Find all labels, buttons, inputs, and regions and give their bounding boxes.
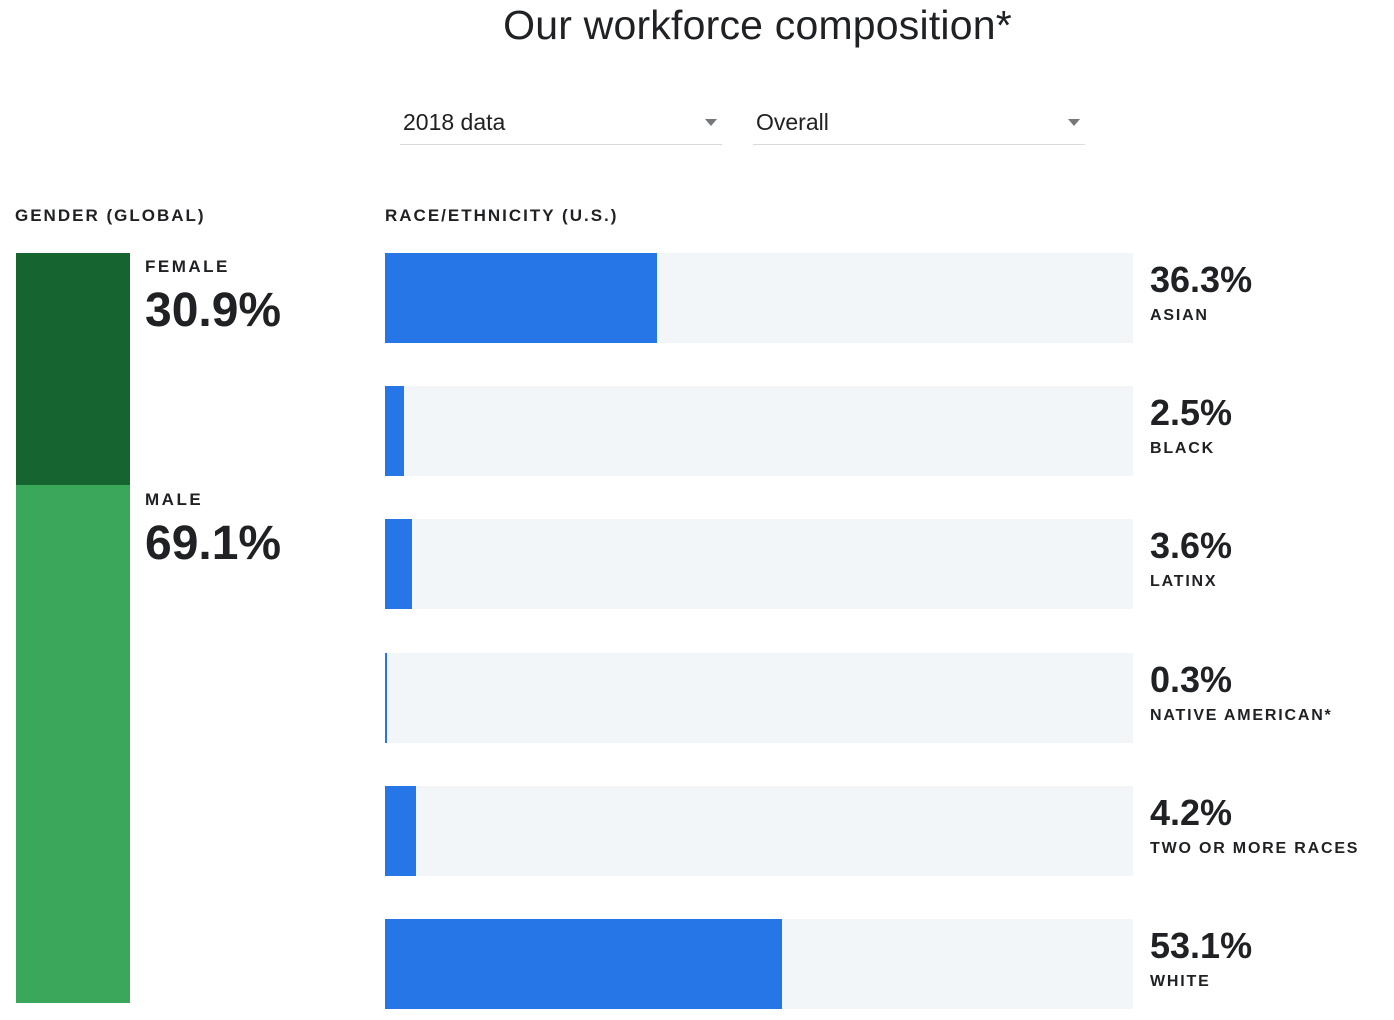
race-annotation: 0.3% NATIVE AMERICAN* xyxy=(1150,647,1333,737)
category-dropdown-value: Overall xyxy=(756,109,829,135)
race-bar-fill xyxy=(385,253,657,343)
race-annotation: 36.3% ASIAN xyxy=(1150,247,1252,337)
race-label: BLACK xyxy=(1150,440,1215,457)
race-section-header: RACE/ETHNICITY (U.S.) xyxy=(385,206,619,225)
race-bar-fill xyxy=(385,653,388,743)
male-value: 69.1% xyxy=(145,517,282,570)
race-label: ASIAN xyxy=(1150,307,1209,324)
race-bar-track xyxy=(385,519,1133,609)
page-title: Our workforce composition* xyxy=(503,2,1012,48)
race-annotation: 3.6% LATINX xyxy=(1150,513,1232,603)
gender-segment-female xyxy=(16,253,130,485)
race-bar-track xyxy=(385,653,1133,743)
race-percent: 53.1% xyxy=(1150,925,1253,966)
race-label: WHITE xyxy=(1150,973,1211,990)
race-percent: 2.5% xyxy=(1150,392,1233,433)
race-label: TWO OR MORE RACES xyxy=(1150,840,1360,857)
race-bar-row xyxy=(385,519,1133,609)
race-annotation: 2.5% BLACK xyxy=(1150,380,1232,470)
gender-section-header: GENDER (GLOBAL) xyxy=(15,206,206,225)
chevron-down-icon xyxy=(705,119,717,126)
year-dropdown-value: 2018 data xyxy=(403,109,506,135)
race-bar-fill xyxy=(385,919,783,1009)
race-bar-row xyxy=(385,919,1133,1009)
race-bar-fill xyxy=(385,519,412,609)
race-percent: 36.3% xyxy=(1150,259,1253,300)
race-label: LATINX xyxy=(1150,573,1218,590)
race-bar-fill xyxy=(385,786,417,876)
race-bar-track xyxy=(385,786,1133,876)
race-annotation: 4.2% TWO OR MORE RACES xyxy=(1150,780,1359,870)
race-bar-row xyxy=(385,786,1133,876)
race-percent: 0.3% xyxy=(1150,659,1233,700)
female-value: 30.9% xyxy=(145,284,282,337)
race-bar-row xyxy=(385,253,1133,343)
gender-stacked-bar xyxy=(16,253,130,1003)
race-annotation: 53.1% WHITE xyxy=(1150,913,1252,1003)
race-label: NATIVE AMERICAN* xyxy=(1150,707,1333,724)
female-annotation: FEMALE 30.9% xyxy=(145,257,281,338)
gender-segment-male xyxy=(16,484,130,1003)
race-bar-fill xyxy=(385,386,404,476)
race-percent: 3.6% xyxy=(1150,525,1233,566)
race-bar-row xyxy=(385,653,1133,743)
race-percent: 4.2% xyxy=(1150,792,1233,833)
chevron-down-icon xyxy=(1068,119,1080,126)
male-label: MALE xyxy=(145,490,204,509)
race-bar-track xyxy=(385,386,1133,476)
category-dropdown[interactable]: Overall xyxy=(753,100,1085,145)
male-annotation: MALE 69.1% xyxy=(145,490,281,571)
year-dropdown[interactable]: 2018 data xyxy=(400,100,722,145)
race-bar-row xyxy=(385,386,1133,476)
female-label: FEMALE xyxy=(145,257,230,276)
